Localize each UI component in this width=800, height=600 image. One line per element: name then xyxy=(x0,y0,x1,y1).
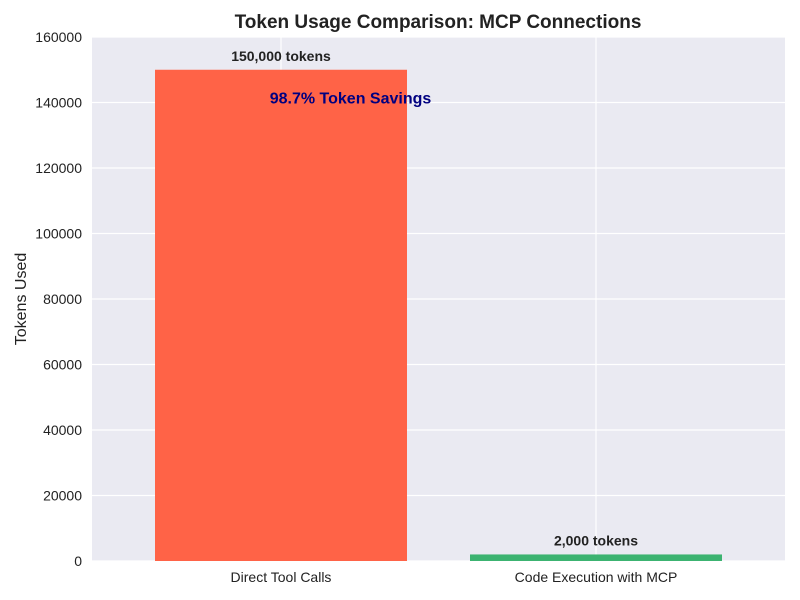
y-tick-label: 60000 xyxy=(43,357,82,373)
bars xyxy=(155,69,722,561)
y-tick-label: 100000 xyxy=(35,226,82,242)
y-tick-label: 120000 xyxy=(35,160,82,176)
bar xyxy=(155,69,407,561)
bar-value-label: 150,000 tokens xyxy=(231,48,331,64)
y-tick-label: 140000 xyxy=(35,95,82,111)
y-tick-label: 160000 xyxy=(35,29,82,45)
x-tick-label: Direct Tool Calls xyxy=(231,569,332,585)
savings-annotation: 98.7% Token Savings xyxy=(270,91,432,108)
bar xyxy=(470,554,722,561)
y-tick-label: 0 xyxy=(74,553,82,569)
bar-value-label: 2,000 tokens xyxy=(554,532,638,548)
x-tick-label: Code Execution with MCP xyxy=(515,569,678,585)
y-tick-label: 80000 xyxy=(43,291,82,307)
y-tick-label: 20000 xyxy=(43,488,82,504)
data-labels: 150,000 tokens 2,000 tokens xyxy=(231,48,638,549)
y-axis-title: Tokens Used xyxy=(13,253,30,346)
y-tick-label: 40000 xyxy=(43,422,82,438)
chart-title: Token Usage Comparison: MCP Connections xyxy=(235,12,642,33)
axis-ticks: 0 20000 40000 60000 80000 100000 120000 140000 1… xyxy=(35,29,677,585)
